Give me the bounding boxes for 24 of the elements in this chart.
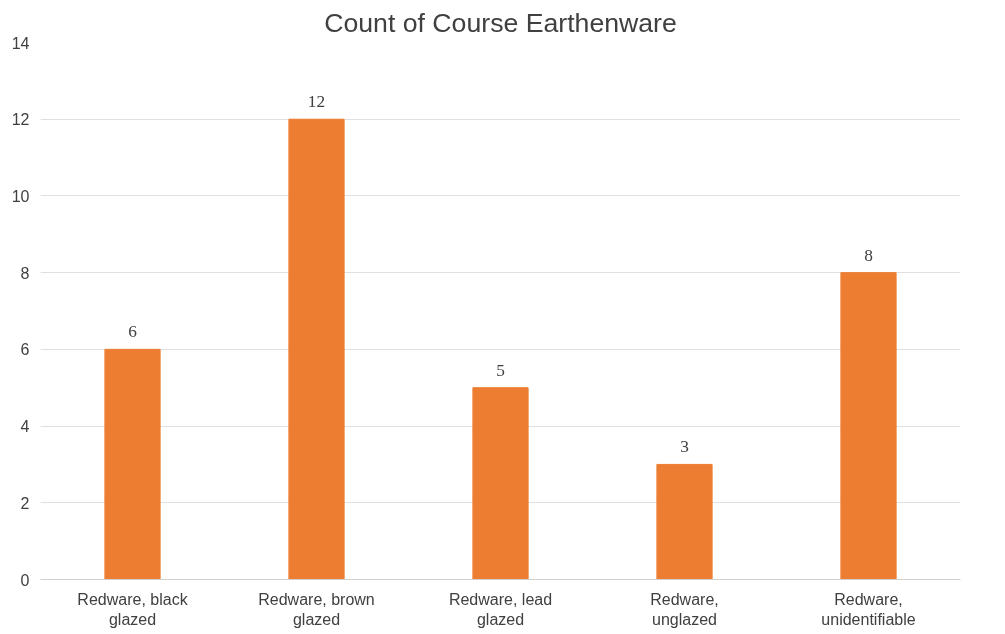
x-tick-label: Redware, lead glazed xyxy=(448,590,553,628)
y-tick-label: 0 xyxy=(20,571,30,589)
y-tick-label: 8 xyxy=(20,264,30,282)
x-tick-label: Redware, brown glazed xyxy=(258,590,375,628)
x-tick-label: Redware, black glazed xyxy=(77,590,189,628)
y-tick-label: 12 xyxy=(11,111,30,129)
y-tick-label: 2 xyxy=(20,494,30,512)
data-label: 3 xyxy=(680,437,689,457)
data-label: 6 xyxy=(128,322,138,342)
x-tick-label: Redware, unidentifiable xyxy=(821,590,916,628)
y-tick-label: 6 xyxy=(20,341,30,359)
data-label: 5 xyxy=(496,360,505,380)
y-tick-label: 4 xyxy=(20,418,30,436)
bar xyxy=(472,387,529,580)
x-tick-label: Redware, unglazed xyxy=(650,590,719,628)
data-label: 8 xyxy=(864,245,873,265)
bar xyxy=(288,118,345,580)
bar xyxy=(656,463,713,580)
chart-title: Count of Course Earthenware xyxy=(324,7,677,38)
bar xyxy=(840,272,897,580)
bar xyxy=(104,348,161,580)
y-tick-label: 14 xyxy=(11,34,30,52)
data-label: 12 xyxy=(307,92,326,112)
y-tick-label: 10 xyxy=(11,187,30,205)
